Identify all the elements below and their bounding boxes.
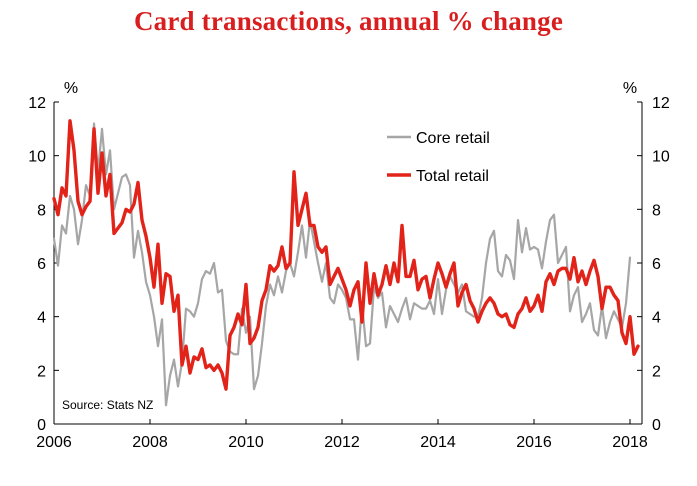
y-tick-label-right: 10 [652, 149, 670, 166]
series-line-core-retail [52, 122, 632, 407]
y-tick-label-right: 8 [652, 202, 661, 219]
x-tick-label: 2018 [612, 434, 648, 451]
y-unit-label-left: % [64, 80, 78, 97]
series-layer [52, 119, 640, 407]
x-tick-label: 2012 [324, 434, 360, 451]
legend-total-retail-label: Total retail [416, 168, 489, 185]
y-tick-label-right: 6 [652, 256, 661, 273]
legend-core-retail-label: Core retail [416, 130, 490, 147]
source-note: Source: Stats NZ [62, 398, 153, 412]
x-tick-label: 2016 [516, 434, 552, 451]
y-tick-label-left: 2 [37, 363, 46, 380]
y-tick-label-right: 0 [652, 417, 661, 434]
x-tick-label: 2010 [228, 434, 264, 451]
y-tick-label-right: 4 [652, 310, 661, 327]
y-unit-label-right: % [623, 80, 637, 97]
y-tick-label-right: 12 [652, 95, 670, 112]
y-tick-label-left: 0 [37, 417, 46, 434]
legend: Core retail Total retail [387, 130, 490, 185]
chart-title: Card transactions, annual % change [133, 6, 564, 36]
y-tick-label-left: 12 [28, 95, 46, 112]
ticks: 0 0 2 2 4 4 6 6 8 8 10 10 12 12 2006 2008 2010 2012 2014 20… [28, 95, 670, 451]
series-line-total-retail [52, 119, 640, 391]
x-tick-label: 2006 [36, 434, 72, 451]
y-tick-label-left: 8 [37, 202, 46, 219]
y-tick-label-right: 2 [652, 363, 661, 380]
axes [53, 102, 643, 425]
y-tick-label-left: 4 [37, 310, 46, 327]
y-tick-label-left: 10 [28, 149, 46, 166]
x-tick-label: 2014 [420, 434, 456, 451]
x-tick-label: 2008 [132, 434, 168, 451]
y-tick-label-left: 6 [37, 256, 46, 273]
